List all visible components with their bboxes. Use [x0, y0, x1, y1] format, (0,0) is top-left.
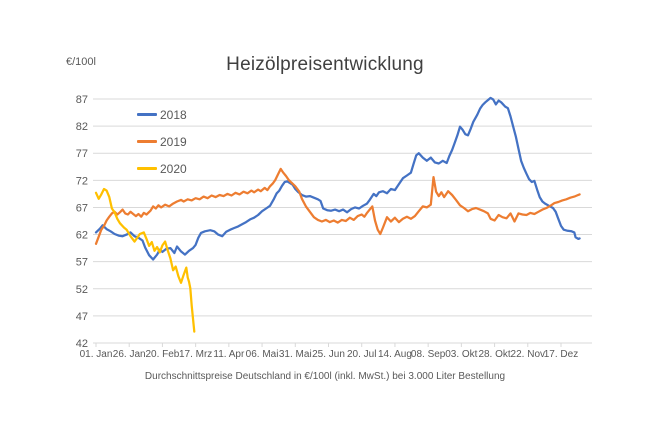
series-line-2020	[94, 187, 196, 333]
legend-line-swatch	[137, 140, 157, 143]
y-axis-tick-label: 42	[76, 338, 88, 350]
x-axis-tick-label: 06. Mai	[246, 349, 279, 360]
y-axis-tick-label: 77	[76, 148, 88, 160]
legend-line-swatch	[137, 113, 157, 116]
legend: 2018 2019 2020	[137, 101, 187, 182]
y-axis-tick-label: 57	[76, 257, 88, 269]
y-axis-tick-label: 87	[76, 94, 88, 106]
legend-item-2018: 2018	[137, 101, 187, 128]
x-axis-tick-label: 08. Sep	[411, 349, 446, 360]
x-axis-tick-label: 22. Nov	[511, 349, 545, 360]
x-axis-tick-label: 26. Jan	[113, 349, 146, 360]
y-axis-tick-label: 47	[76, 311, 88, 323]
series-line-2018	[94, 96, 581, 261]
y-axis-tick-label: 67	[76, 202, 88, 214]
series-line-2019	[94, 167, 581, 245]
chart-title: Heizölpreisentwicklung	[226, 54, 424, 75]
x-axis-tick-label: 01. Jan	[80, 349, 113, 360]
x-axis-tick-label: 28. Okt	[478, 349, 510, 360]
legend-line-swatch	[137, 167, 157, 170]
x-axis-tick-label: 31. Mai	[279, 349, 312, 360]
legend-label: 2018	[160, 107, 187, 122]
chart-caption: Durchschnittspreise Deutschland in €/100…	[144, 371, 506, 382]
legend-item-2019: 2019	[137, 128, 187, 155]
y-axis-tick-label: 52	[76, 284, 88, 296]
legend-label: 2020	[160, 161, 187, 176]
legend-item-2020: 2020	[137, 155, 187, 182]
x-axis-tick-label: 20. Feb	[145, 349, 179, 360]
y-axis-unit-label: €/100l	[66, 56, 96, 68]
y-axis-tick-label: 82	[76, 121, 88, 133]
legend-label: 2019	[160, 134, 187, 149]
x-axis-tick-label: 20. Jul	[347, 349, 376, 360]
x-axis-tick-label: 14. Aug	[378, 349, 412, 360]
x-axis-tick-label: 17. Mrz	[179, 349, 212, 360]
x-axis-tick-label: 25. Jun	[312, 349, 345, 360]
x-axis-tick-label: 03. Okt	[445, 349, 477, 360]
y-axis-tick-label: 62	[76, 230, 88, 242]
x-axis-tick-label: 17. Dez	[544, 349, 578, 360]
y-axis-tick-label: 72	[76, 175, 88, 187]
x-axis-tick-label: 11. Apr	[213, 349, 245, 360]
